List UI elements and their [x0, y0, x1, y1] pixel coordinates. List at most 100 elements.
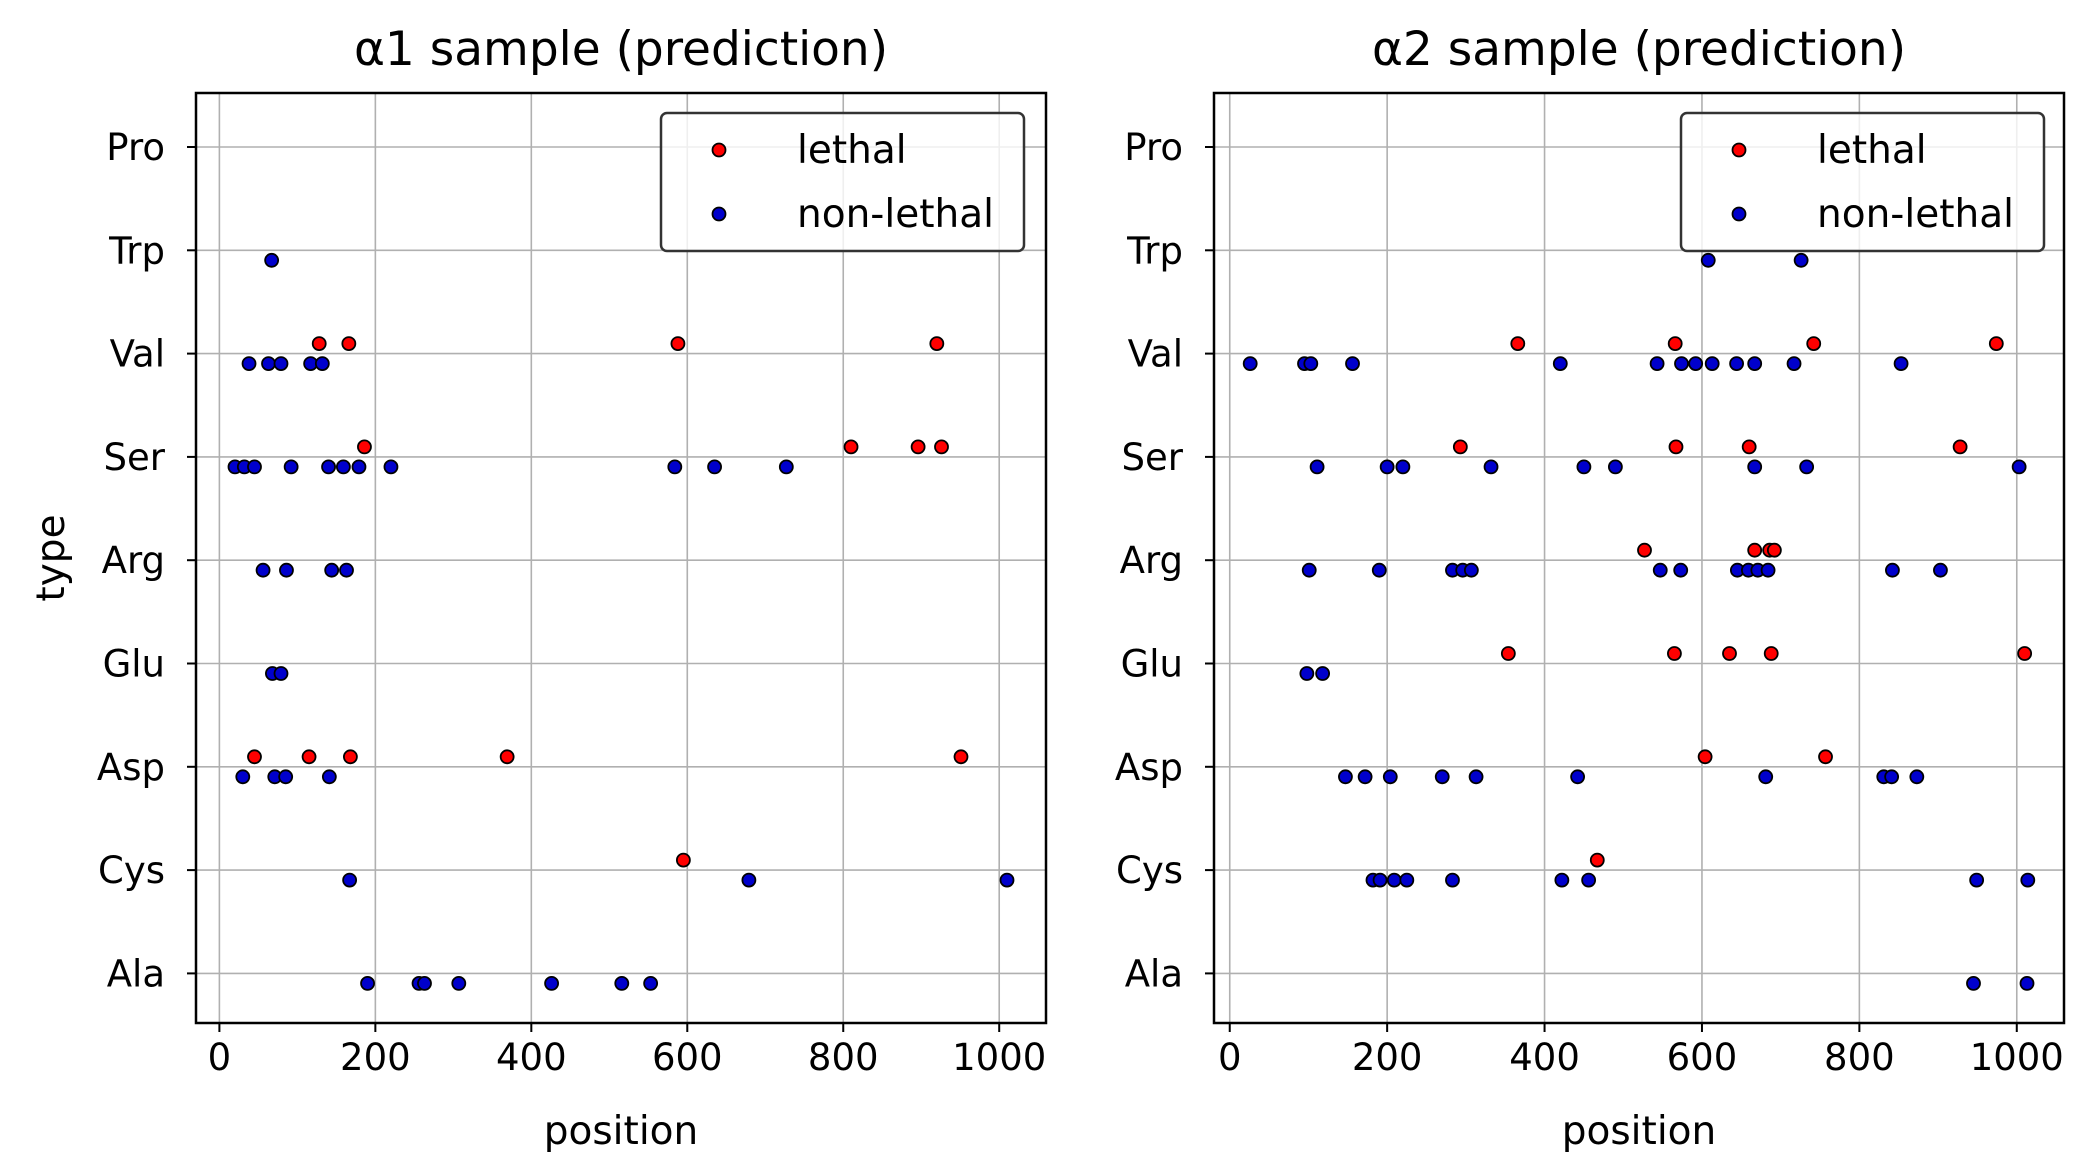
- y-tick-label-asp: Asp: [97, 746, 165, 789]
- point-lethal: [499, 749, 515, 765]
- point-non-lethal: [2011, 459, 2027, 475]
- point-non-lethal: [1552, 356, 1568, 372]
- point-lethal: [1637, 542, 1652, 558]
- y-tick-label-cys: Cys: [1116, 849, 1183, 892]
- x-tick-label: 800: [808, 1036, 879, 1079]
- point-lethal: [1667, 336, 1683, 352]
- point-lethal: [247, 749, 262, 765]
- legend-label-non-lethal: non-lethal: [797, 192, 994, 237]
- point-lethal: [311, 336, 327, 352]
- point-non-lethal: [247, 459, 262, 475]
- y-tick-label-pro: Pro: [1124, 126, 1183, 169]
- y-axis-label: type: [29, 514, 74, 601]
- point-non-lethal: [1382, 769, 1398, 785]
- point-non-lethal: [741, 872, 757, 888]
- point-lethal: [1988, 336, 2004, 352]
- point-non-lethal: [1395, 459, 1411, 475]
- legend-label-lethal: lethal: [797, 128, 907, 173]
- y-tick-label-pro: Pro: [106, 126, 165, 169]
- point-non-lethal: [667, 459, 683, 475]
- point-non-lethal: [1674, 356, 1689, 372]
- x-tick-label: 200: [1352, 1036, 1423, 1079]
- point-lethal: [1500, 646, 1516, 661]
- legend: lethal non-lethal: [1679, 111, 2046, 253]
- point-non-lethal: [1966, 976, 1981, 991]
- point-non-lethal: [1758, 769, 1774, 785]
- y-tick-label-cys: Cys: [98, 849, 165, 892]
- point-non-lethal: [1372, 872, 1388, 888]
- point-non-lethal: [1445, 872, 1460, 888]
- point-non-lethal: [1729, 356, 1744, 372]
- point-lethal: [1818, 749, 1833, 765]
- plot-frame: [1212, 91, 2066, 1025]
- point-non-lethal: [1933, 562, 1948, 578]
- legend-box: [1679, 111, 2046, 253]
- x-tick-label: 600: [652, 1036, 723, 1079]
- point-non-lethal: [1747, 459, 1763, 475]
- point-non-lethal: [1652, 562, 1668, 578]
- point-lethal: [2017, 646, 2033, 661]
- point-non-lethal: [1434, 769, 1450, 785]
- point-non-lethal: [544, 976, 559, 991]
- legend-label-lethal: lethal: [1817, 128, 1927, 173]
- point-non-lethal: [614, 976, 630, 991]
- y-tick-label-asp: Asp: [1115, 746, 1183, 789]
- point-non-lethal: [1386, 872, 1402, 888]
- x-tick-label: 200: [340, 1036, 411, 1079]
- point-non-lethal: [283, 459, 299, 475]
- point-non-lethal: [383, 459, 399, 475]
- x-tick-label: 1000: [952, 1036, 1046, 1079]
- point-lethal: [934, 439, 949, 455]
- point-non-lethal: [264, 252, 280, 268]
- point-non-lethal: [1357, 769, 1373, 785]
- point-non-lethal: [1576, 459, 1592, 475]
- x-axis-label: position: [544, 1109, 698, 1154]
- x-tick-label: 600: [1667, 1036, 1738, 1079]
- y-tick-label-trp: Trp: [1126, 229, 1183, 272]
- point-non-lethal: [1884, 769, 1900, 785]
- x-tick-label: 400: [1509, 1036, 1580, 1079]
- point-non-lethal: [1303, 356, 1319, 372]
- y-tick-label-val: Val: [1128, 333, 1183, 376]
- point-non-lethal: [1483, 459, 1499, 475]
- point-lethal: [1722, 646, 1737, 661]
- point-non-lethal: [342, 872, 358, 888]
- legend-marker-lethal: [711, 142, 727, 158]
- plot-frame: [194, 91, 1048, 1025]
- point-non-lethal: [1704, 356, 1720, 372]
- y-tick-label-ala: Ala: [107, 952, 165, 995]
- point-non-lethal: [999, 872, 1015, 888]
- point-non-lethal: [321, 769, 337, 785]
- point-lethal: [1806, 336, 1822, 352]
- point-non-lethal: [707, 459, 722, 475]
- y-tick-label-trp: Trp: [108, 229, 165, 272]
- x-tick-label: 800: [1824, 1036, 1895, 1079]
- point-non-lethal: [314, 356, 330, 372]
- y-tick-label-glu: Glu: [103, 643, 165, 686]
- point-non-lethal: [278, 769, 294, 785]
- point-non-lethal: [451, 976, 467, 991]
- point-non-lethal: [1700, 252, 1716, 268]
- point-non-lethal: [1345, 356, 1360, 372]
- point-non-lethal: [1554, 872, 1570, 888]
- panel-title: α2 sample (prediction): [1372, 22, 1906, 77]
- y-tick-label-ala: Ala: [1125, 952, 1183, 995]
- point-non-lethal: [1793, 252, 1809, 268]
- point-non-lethal: [2019, 976, 2035, 991]
- point-non-lethal: [360, 976, 375, 991]
- point-lethal: [1697, 749, 1713, 765]
- point-non-lethal: [1315, 666, 1331, 681]
- point-non-lethal: [1570, 769, 1586, 785]
- point-non-lethal: [1399, 872, 1415, 888]
- point-non-lethal: [1799, 459, 1815, 475]
- point-lethal: [341, 336, 357, 352]
- point-non-lethal: [643, 976, 659, 991]
- point-non-lethal: [1371, 562, 1387, 578]
- point-non-lethal: [1673, 562, 1689, 578]
- point-non-lethal: [1909, 769, 1925, 785]
- alpha2-panel: 0 200 400 600 800 1000 Ala Cys Asp Glu Arg Ser Val Tr…: [1115, 22, 2066, 1154]
- point-non-lethal: [1301, 562, 1317, 578]
- legend-label-non-lethal: non-lethal: [1817, 192, 2014, 237]
- point-lethal: [670, 336, 686, 352]
